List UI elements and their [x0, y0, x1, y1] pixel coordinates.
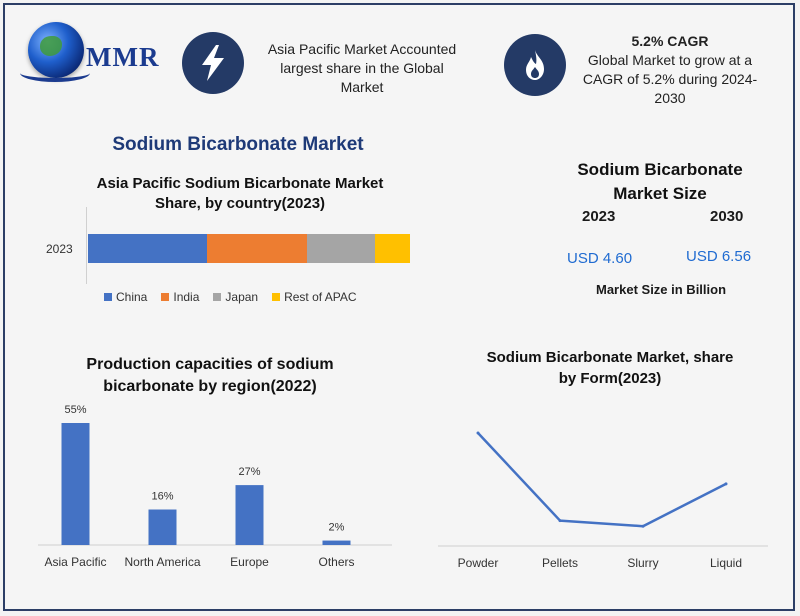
- capacity-category-label: Asia Pacific: [44, 555, 106, 569]
- stacked-chart-title: Asia Pacific Sodium Bicarbonate Market S…: [70, 174, 410, 214]
- legend-item: Rest of APAC: [272, 290, 357, 304]
- form-category-label: Liquid: [710, 556, 742, 570]
- cagr-line-1: Global Market to grow at a: [587, 52, 753, 68]
- cagr-line-2: CAGR of 5.2% during 2024-: [582, 71, 758, 87]
- capacity-value-label: 2%: [329, 522, 345, 534]
- stacked-segment-japan: [306, 234, 375, 263]
- lightning-bolt-icon: [182, 32, 244, 94]
- capacity-chart-title-line-2: bicarbonate by region(2022): [103, 378, 317, 395]
- market-size-title-line-2: Market Size: [613, 184, 707, 203]
- logo-text: MMR: [86, 42, 160, 72]
- market-size-year-2030: 2030: [710, 208, 744, 225]
- market-size-footnote: Market Size in Billion: [596, 282, 727, 297]
- flame-icon: [504, 34, 566, 96]
- legend-item: India: [161, 290, 199, 304]
- capacity-bar: [235, 485, 264, 545]
- legend-item: Japan: [213, 290, 258, 304]
- form-category-label: Pellets: [542, 556, 578, 570]
- legend-label: India: [173, 290, 200, 304]
- cagr-title: 5.2% CAGR: [631, 33, 709, 49]
- stacked-chart-title-line-1: Asia Pacific Sodium Bicarbonate Market: [96, 175, 384, 192]
- stacked-chart-axis: [86, 207, 87, 284]
- legend-label: Japan: [225, 290, 259, 304]
- market-size-title: Sodium Bicarbonate Market Size: [560, 158, 760, 206]
- stacked-chart-title-line-2: Share, by country(2023): [154, 195, 326, 212]
- capacity-bar: [322, 540, 351, 545]
- capacity-category-label: Others: [318, 555, 354, 569]
- capacity-bar: [148, 509, 177, 545]
- stacked-bar: [88, 234, 410, 263]
- callout-apac-line-3: Market: [340, 79, 384, 95]
- form-point: [641, 524, 645, 528]
- capacity-category-label: North America: [124, 555, 200, 569]
- capacity-value-label: 16%: [151, 491, 173, 503]
- legend-item: China: [104, 290, 147, 304]
- main-title: Sodium Bicarbonate Market: [112, 134, 364, 155]
- form-chart-title-line-1: Sodium Bicarbonate Market, share: [486, 349, 734, 366]
- form-point: [476, 431, 480, 435]
- capacity-chart-title: Production capacities of sodium bicarbon…: [60, 354, 360, 398]
- form-point: [558, 519, 562, 523]
- legend-label: China: [116, 290, 148, 304]
- callout-apac-share: Asia Pacific Market Accounted largest sh…: [252, 40, 472, 97]
- market-size-title-line-1: Sodium Bicarbonate: [577, 160, 743, 179]
- stacked-segment-rest-of-apac: [374, 234, 410, 263]
- stacked-segment-india: [207, 234, 307, 263]
- market-size-year-2023: 2023: [582, 208, 616, 225]
- legend-swatch: [104, 293, 112, 301]
- cagr-line-3: 2030: [654, 90, 686, 106]
- callout-apac-line-1: Asia Pacific Market Accounted: [267, 41, 457, 57]
- form-chart-title: Sodium Bicarbonate Market, share by Form…: [450, 347, 770, 389]
- legend-swatch: [161, 293, 170, 301]
- market-size-value-2030: USD 6.56: [686, 248, 752, 265]
- form-series-line: [477, 432, 727, 528]
- capacity-category-label: Europe: [230, 555, 269, 569]
- form-line-chart: Powder Pellets Slurry Liquid: [438, 431, 768, 570]
- legend-label: Rest of APAC: [284, 290, 357, 304]
- capacity-value-label: 55%: [64, 404, 86, 416]
- logo-swoosh: [20, 64, 90, 82]
- capacity-chart-title-line-1: Production capacities of sodium: [86, 356, 334, 373]
- market-size-value-2023: USD 4.60: [567, 250, 633, 267]
- form-category-label: Powder: [458, 556, 499, 570]
- stacked-chart-category-label: 2023: [46, 242, 73, 256]
- infographic-frame: [3, 3, 795, 611]
- capacity-bar: [61, 423, 90, 545]
- capacity-value-label: 27%: [238, 466, 260, 478]
- callout-cagr: 5.2% CAGR Global Market to grow at a CAG…: [572, 32, 768, 108]
- form-chart-title-line-2: by Form(2023): [558, 370, 662, 387]
- form-category-label: Slurry: [627, 556, 658, 570]
- form-point: [724, 482, 728, 486]
- legend-swatch: [272, 293, 281, 301]
- stacked-segment-china: [88, 234, 208, 263]
- legend-swatch: [213, 293, 222, 301]
- callout-apac-line-2: largest share in the Global: [280, 60, 444, 76]
- stacked-chart-legend: China India Japan Rest of APAC: [104, 290, 357, 304]
- capacity-bar-chart: 55% Asia Pacific 16% North America 27% Europe…: [38, 404, 392, 569]
